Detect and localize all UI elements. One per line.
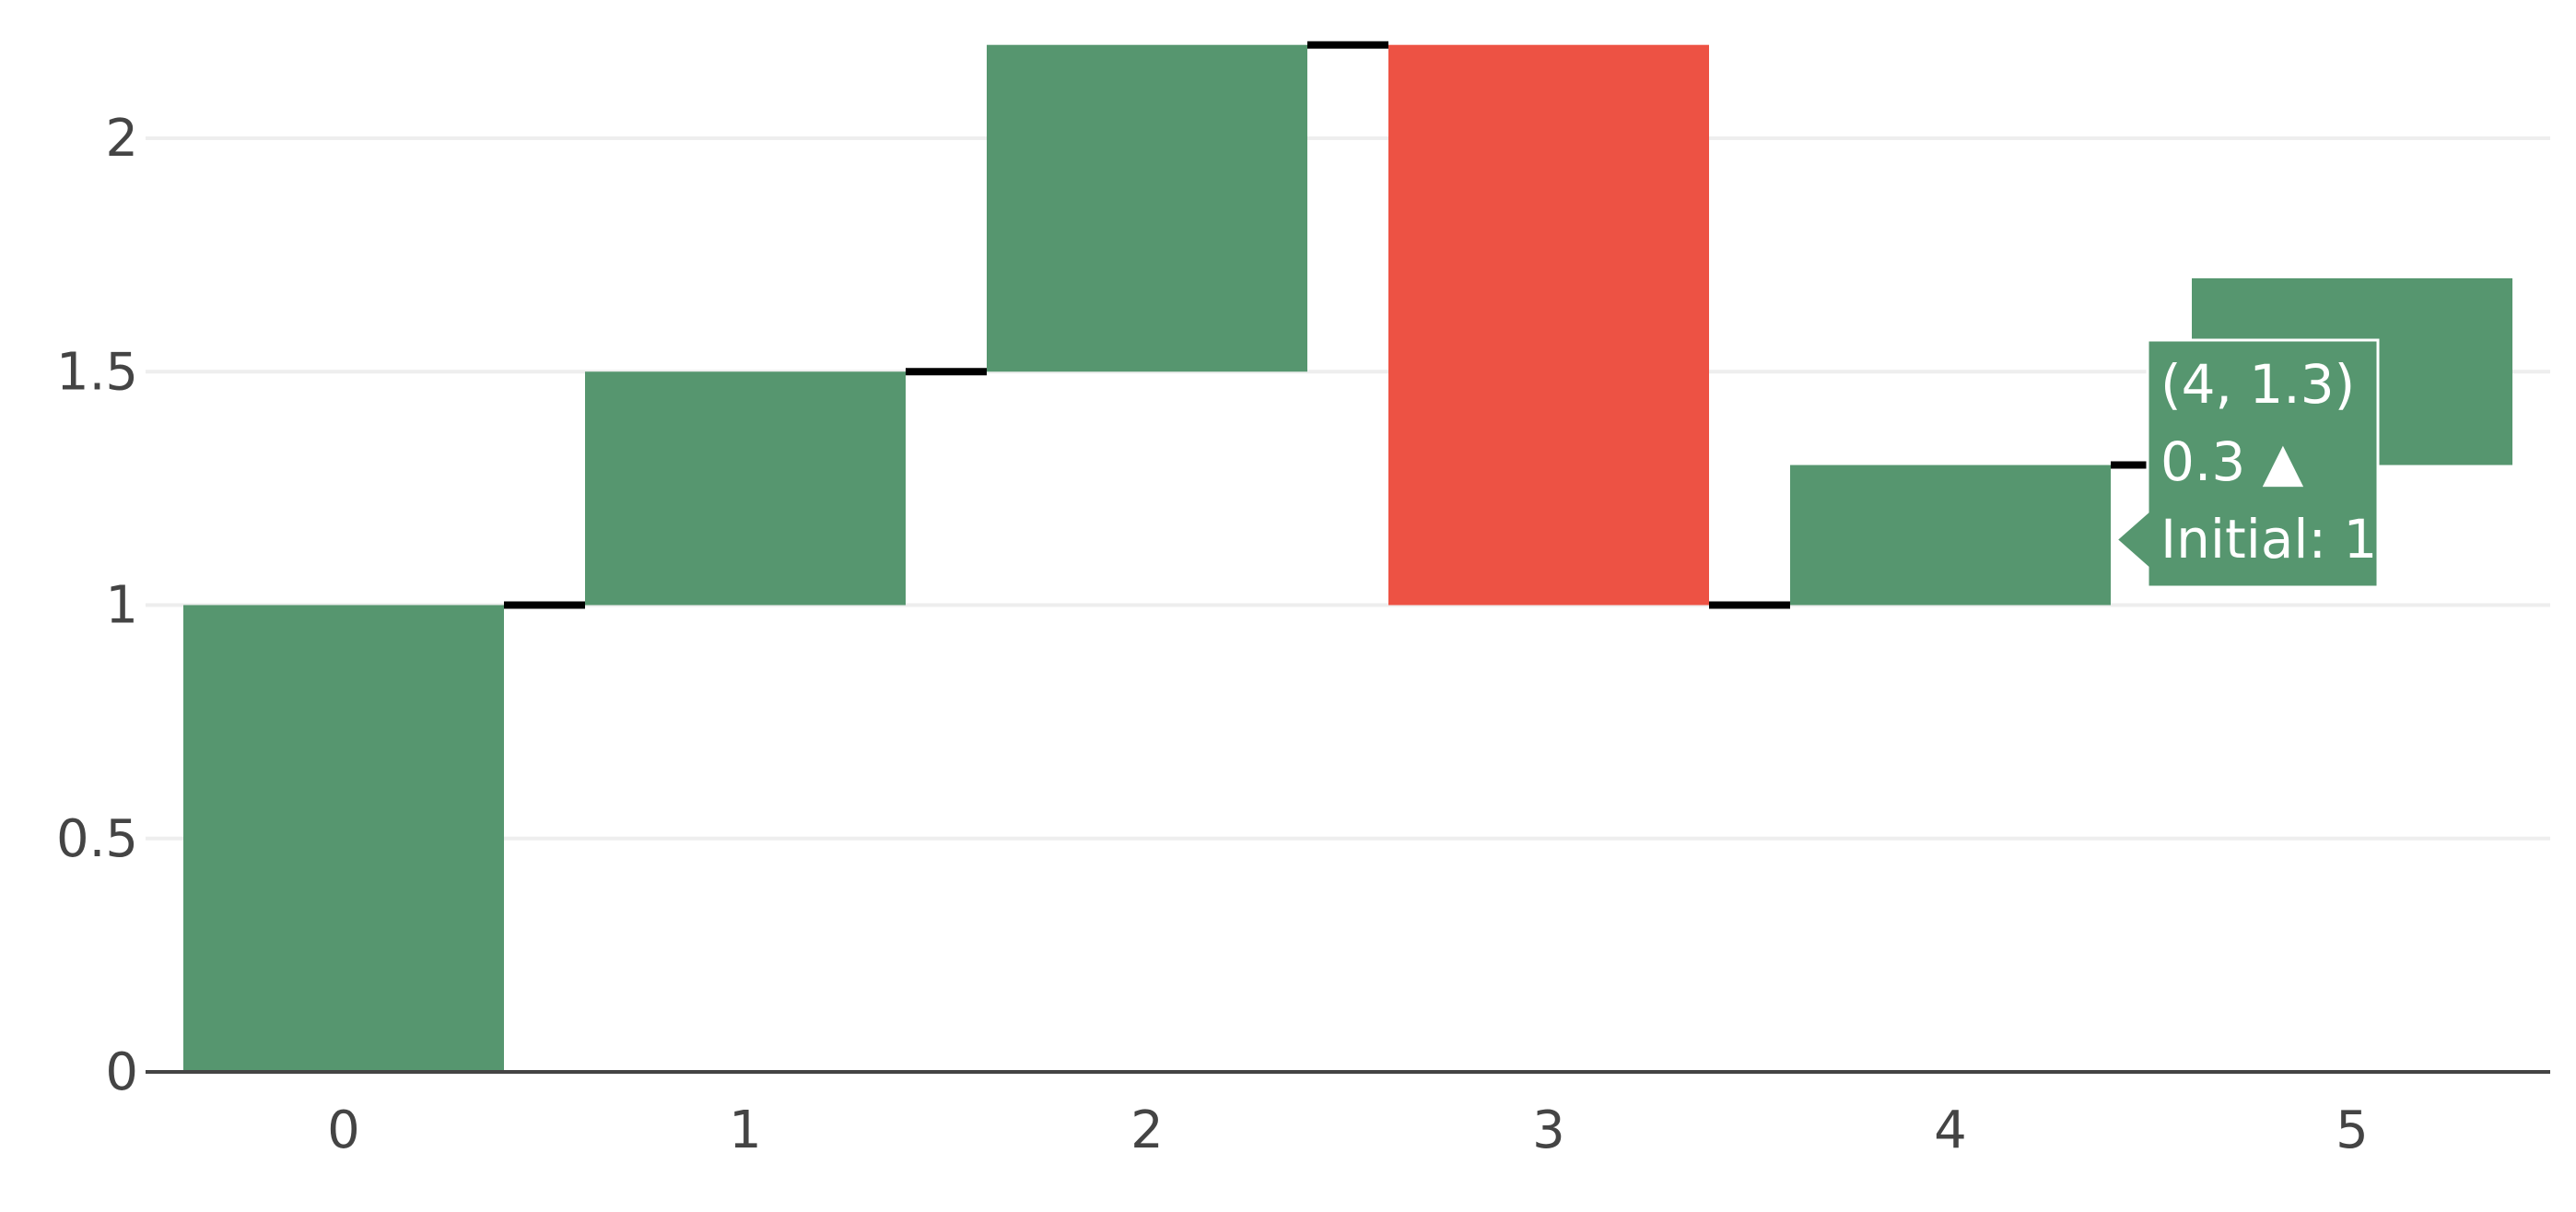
tooltip-background xyxy=(2113,338,2380,589)
bar-1 xyxy=(585,371,906,606)
bar-3 xyxy=(1388,44,1709,606)
tooltip-line: Initial: 1 xyxy=(2160,508,2377,571)
y-tick-label: 1 xyxy=(105,576,138,636)
y-tick-label: 0.5 xyxy=(56,809,138,869)
x-tick-label: 4 xyxy=(1934,1100,1967,1160)
y-tick-label: 0 xyxy=(105,1042,138,1102)
tooltip-box: (4, 1.3) 0.3 ▲ Initial: 1 xyxy=(2113,338,2380,589)
hover-tooltip: (4, 1.3) 0.3 ▲ Initial: 1 xyxy=(2113,338,2380,589)
bar-0 xyxy=(183,605,504,1072)
y-tick-label: 1.5 xyxy=(56,342,138,402)
y-tick-label: 2 xyxy=(105,109,138,169)
x-tick-label: 0 xyxy=(327,1100,360,1160)
axes: 0 0.5 1 1.5 2 0 1 2 3 4 5 xyxy=(56,109,2550,1160)
tooltip-line: 0.3 ▲ xyxy=(2160,430,2304,493)
tooltip-line: (4, 1.3) xyxy=(2160,353,2355,416)
x-tick-label: 3 xyxy=(1532,1100,1565,1160)
x-tick-label: 2 xyxy=(1130,1100,1164,1160)
bar-4 xyxy=(1790,465,2111,606)
bar-2 xyxy=(987,44,1307,372)
x-tick-label: 5 xyxy=(2336,1100,2369,1160)
x-tick-label: 1 xyxy=(729,1100,762,1160)
